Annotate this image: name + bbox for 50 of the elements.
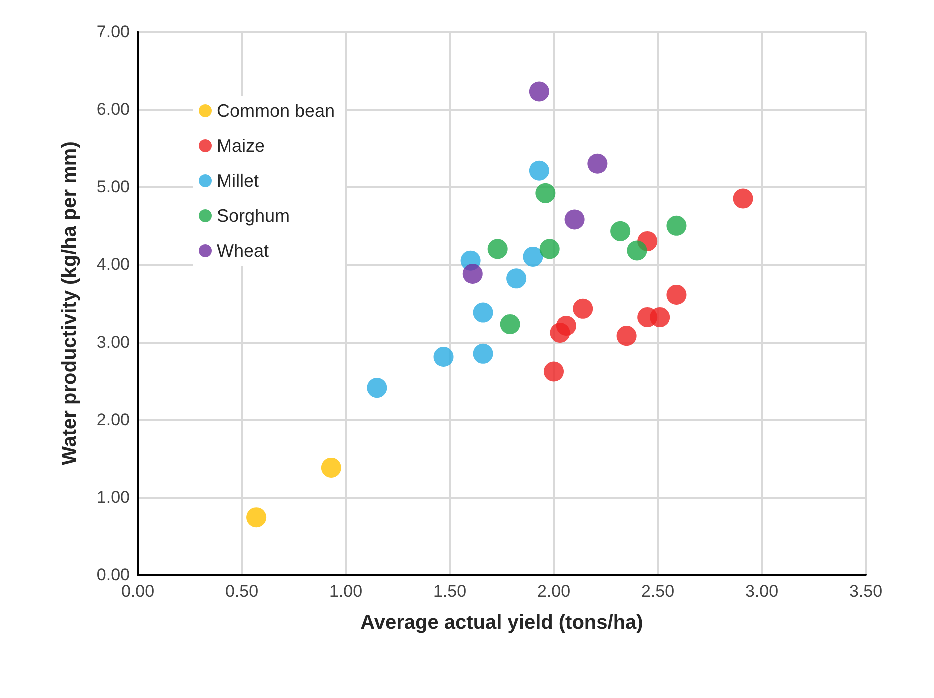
x-tick-label: 1.50 (433, 582, 467, 601)
point (616, 326, 637, 346)
point (564, 210, 585, 230)
point (573, 298, 594, 319)
x-tick-label: 1.00 (329, 582, 363, 601)
point (610, 221, 631, 242)
y-tick-label: 3.00 (96, 332, 130, 352)
point (544, 362, 564, 382)
legend-label: Maize (217, 136, 266, 156)
point (529, 160, 550, 181)
y-tick-label: 1.00 (96, 488, 130, 507)
point (536, 183, 556, 204)
point (588, 154, 608, 174)
point (627, 240, 648, 261)
legend-label: Sorghum (217, 206, 290, 226)
x-tick-label: 0.50 (225, 582, 259, 601)
y-tick-label: 5.00 (96, 178, 130, 197)
point (540, 239, 560, 260)
point (246, 508, 267, 528)
x-tick-label: 3.50 (849, 582, 883, 601)
x-axis-title: Average actual yield (tons/ha) (360, 612, 644, 634)
y-tick-label: 4.00 (96, 255, 130, 274)
x-tick-label: 0.00 (121, 582, 155, 601)
point (367, 378, 388, 398)
point (462, 264, 483, 284)
point (666, 216, 687, 236)
x-tick-label: 2.00 (537, 582, 571, 601)
x-tick-label: 3.00 (745, 582, 779, 601)
point (506, 268, 527, 289)
y-tick-label: 6.00 (96, 100, 130, 120)
legend-label: Wheat (217, 241, 270, 261)
point (488, 239, 508, 260)
point (321, 458, 342, 478)
point (523, 246, 544, 267)
point (650, 307, 670, 328)
x-tick-label: 2.50 (641, 582, 675, 601)
point (733, 188, 754, 209)
point (473, 302, 494, 323)
y-axis-title: Water productivity (kg/ha per mm) (59, 142, 81, 466)
legend-label: Millet (217, 171, 260, 191)
point (666, 284, 687, 305)
y-tick-label: 2.00 (96, 410, 130, 430)
point (500, 314, 520, 334)
y-tick-label: 0.00 (96, 566, 130, 584)
legend-label: Common bean (217, 101, 336, 121)
point (529, 82, 550, 102)
y-tick-label: 7.00 (96, 22, 130, 42)
point (550, 322, 570, 343)
point (434, 347, 454, 368)
point (473, 344, 494, 364)
